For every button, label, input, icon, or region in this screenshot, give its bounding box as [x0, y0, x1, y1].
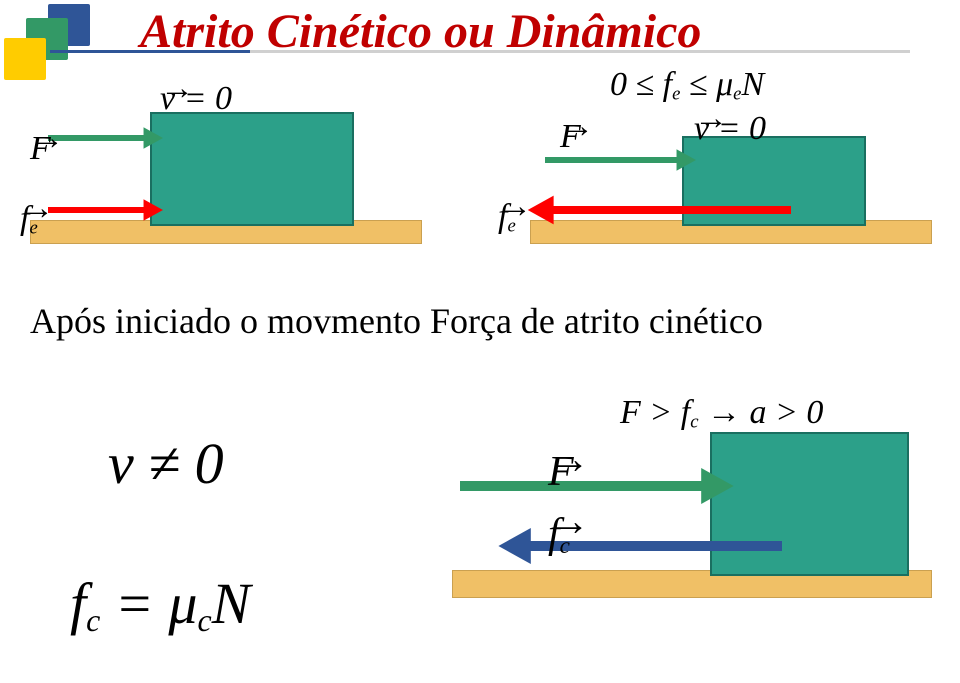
acceleration-condition: F > fc → a > 0: [620, 394, 823, 434]
block-tr: [682, 136, 866, 226]
F-label-tl: →F: [30, 130, 51, 168]
v-neq-0: v ≠ 0: [108, 430, 224, 497]
F-label-tr: →F: [560, 118, 581, 156]
logo-yellow-square: [4, 38, 46, 80]
block-b: [710, 432, 909, 576]
F-label-b: →F: [548, 448, 574, 496]
fe-label-tl: →fe: [20, 200, 38, 240]
fc-label-b: →fc: [548, 510, 570, 559]
fc-equation: fc = μcN: [70, 570, 250, 639]
fe-label-tr: →fe: [498, 198, 516, 238]
static-friction-inequality: 0 ≤ fe ≤ μeN: [610, 66, 764, 106]
block-tl: [150, 112, 354, 226]
v-eq-0-tl: →v = 0: [160, 80, 232, 118]
after-motion-text: Após iniciado o movmento Força de atrito…: [30, 300, 763, 342]
corner-logo: [4, 4, 124, 84]
slide-title: Atrito Cinético ou Dinâmico: [140, 4, 701, 59]
v-eq-0-tr: →v = 0: [694, 110, 766, 148]
